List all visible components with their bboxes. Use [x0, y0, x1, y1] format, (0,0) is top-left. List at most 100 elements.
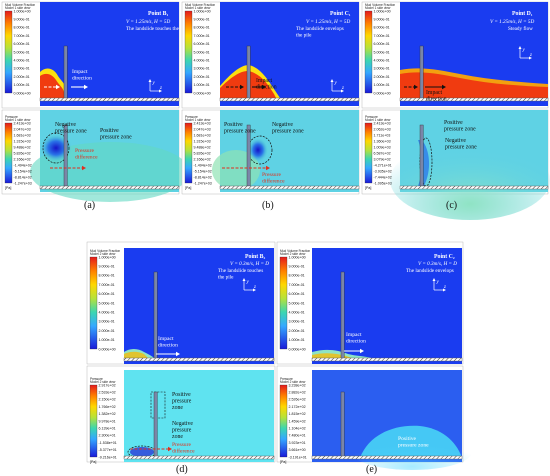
colorbar-tick-label: 1.000e-01: [194, 83, 210, 87]
positive-pressure-zone-label: pressure zone: [444, 127, 476, 133]
axis-z-head: [529, 56, 532, 60]
axis-label-y: y: [436, 280, 440, 285]
colorbar-tick-label: -7.444e+02: [374, 175, 392, 179]
colorbar-tick-label: 2.526e+02: [289, 398, 306, 402]
colorbar-tick-label: 1.104e+02: [289, 427, 306, 431]
axis-y-head: [330, 79, 334, 82]
axis-z-head: [253, 288, 256, 292]
negative-pressure-zone-label: pressure zone: [445, 145, 477, 151]
colorbar-subtitle: Model 1 side view: [365, 6, 391, 10]
positive-pressure-zone-label: Positive: [100, 128, 119, 134]
colorbar-tick-label: -3.191e+01: [289, 455, 307, 459]
pressure-difference-label: Pressure: [75, 148, 94, 154]
colorbar-tick-label: 1.000e+00: [99, 255, 116, 259]
axis-z-head: [159, 89, 162, 93]
colorbar-tick-label: 1.009e+03: [374, 145, 391, 149]
colorbar-tick-label: 5.826e+02: [194, 151, 211, 155]
flow-domain: [124, 248, 274, 364]
colorbar-tick-label: 8.000e-01: [194, 26, 210, 30]
colorbar-subtitle: Model 1 side view: [185, 118, 211, 122]
state-description: the pile: [296, 32, 312, 38]
impact-arrow-head: [262, 84, 266, 90]
colorbar-tick-label: -5.377e+01: [99, 448, 117, 452]
colorbar-tick-label: 2.000e-01: [99, 329, 115, 333]
colorbar-tick-label: 6.000e-01: [289, 292, 305, 296]
colorbar-tick-label: 7.000e-01: [374, 34, 390, 38]
colorbar-title: Pressure: [90, 377, 103, 381]
colorbar-tick-label: 6.000e-01: [99, 292, 115, 296]
positive-pressure-zone-label: Positive: [224, 122, 243, 128]
colorbar-tick-label: 2.000e-01: [14, 75, 30, 79]
point-label: Point D₁: [512, 11, 533, 17]
colorbar: [364, 122, 373, 184]
colorbar-tick-label: 0.000e+00: [194, 91, 211, 95]
impact-direction-label: direction: [256, 85, 277, 91]
ground-hatch: [399, 185, 549, 190]
colorbar-subtitle: Model 2 side view: [90, 380, 116, 384]
colorbar-tick-label: 7.000e-01: [289, 283, 305, 287]
ground-hatch: [39, 97, 180, 102]
colorbar-tick-label: 1.681e+03: [14, 133, 31, 137]
colorbar-tick-label: 5.000e-01: [374, 50, 390, 54]
colorbar-tick-label: -5.154e+02: [194, 169, 212, 173]
colorbar-tick-label: 8.000e-01: [14, 26, 30, 30]
colorbar-tick-label: 2.047e+03: [14, 127, 31, 131]
impact-arrow-head: [84, 84, 88, 90]
colorbar-tick-label: 4.000e-01: [194, 59, 210, 63]
negative-pressure-zone-label: pressure: [172, 428, 192, 434]
axis-label-y: y: [152, 81, 156, 86]
impact-arrow-head: [176, 351, 180, 357]
positive-field: [390, 140, 550, 220]
state-description: The landslide touches the pile: [126, 26, 189, 32]
colorbar-subtitle: Model 2 side view: [280, 252, 306, 256]
colorbar-tick-label: -5.154e+02: [14, 169, 32, 173]
state-description: Steady flow: [508, 25, 533, 32]
colorbar-tick-label: -1.247e+03: [14, 181, 32, 185]
axis-y-head: [518, 46, 522, 49]
colorbar-tick-label: 1.000e+00: [14, 9, 31, 13]
colorbar-title: Mud Volume Fraction: [185, 3, 215, 7]
colorbar-subtitle: Model 1 side view: [5, 118, 31, 122]
impact-direction-label: Impact: [426, 90, 442, 96]
parameters-label: V = 1.25m/s, H = 5D: [490, 19, 534, 25]
positive-field-glow: [352, 434, 472, 470]
colorbar-tick-label: 5.826e+02: [14, 151, 31, 155]
colorbar-tick-label: 7.000e-01: [194, 34, 210, 38]
colorbar-tick-label: -8.814e+02: [14, 175, 32, 179]
colorbar-tick-label: 4.000e-01: [99, 311, 115, 315]
negative-zone-outline: [42, 132, 70, 164]
colorbar-tick-label: 5.000e-01: [99, 301, 115, 305]
colorbar-tick-label: 0.000e+00: [99, 347, 116, 351]
colorbar-unit: [Pa]: [185, 186, 191, 190]
colorbar-tick-label: 2.000e-01: [374, 75, 390, 79]
colorbar-subtitle: Model 1 side view: [5, 6, 31, 10]
pressure-difference-arrow-head: [168, 446, 172, 452]
pile: [153, 271, 158, 362]
impact-arrow-dashed-head: [56, 84, 60, 90]
colorbar-title: Pressure: [185, 115, 198, 119]
impact-arrow-head: [360, 348, 364, 354]
colorbar-tick-label: -1.538e+01: [99, 441, 117, 445]
colorbar-tick-label: 2.166e+02: [194, 157, 211, 161]
subfigure-label-c: (c): [446, 200, 457, 211]
colorbar-unit: [Pa]: [365, 186, 371, 190]
colorbar-tick-label: 6.000e-01: [14, 42, 30, 46]
impact-arrow-dashed-head: [414, 84, 418, 90]
ground-hatch: [123, 455, 275, 460]
colorbar-tick-label: 3.000e-01: [14, 67, 30, 71]
colorbar: [184, 122, 193, 184]
pile: [340, 391, 345, 459]
colorbar-tick-label: 8.000e-01: [374, 26, 390, 30]
colorbar: [89, 384, 98, 458]
positive-pressure-zone-label: Positive: [444, 120, 463, 126]
colorbar-tick-label: 7.000e-01: [99, 283, 115, 287]
impact-direction-label: direction: [346, 339, 366, 345]
landslide-body: [40, 73, 64, 98]
colorbar-tick-label: -9.216e+01: [99, 455, 117, 459]
colorbar: [4, 10, 13, 94]
colorbar-tick-label: 5.000e-01: [289, 301, 305, 305]
